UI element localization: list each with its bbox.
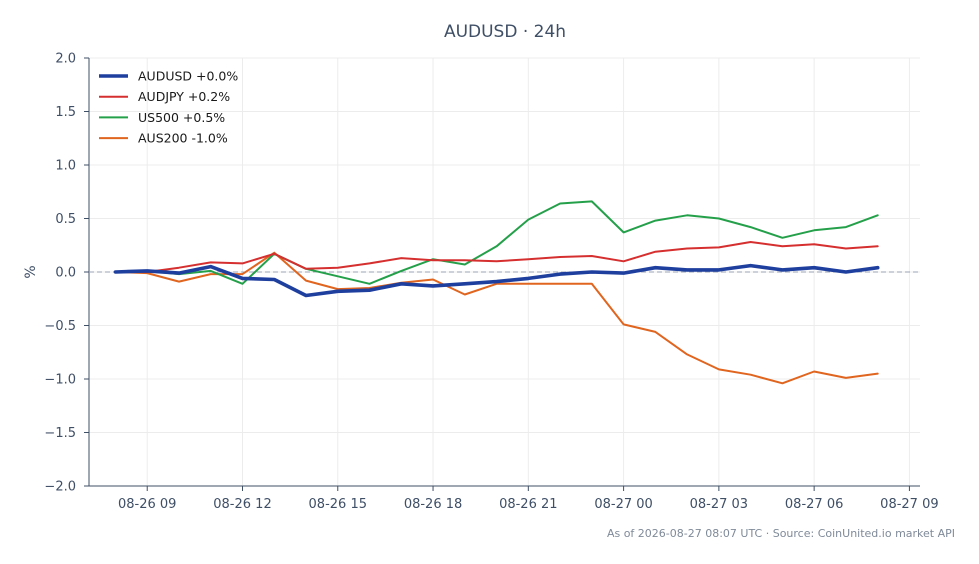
series-line	[113, 263, 880, 298]
y-tick-label: 2.0	[55, 52, 76, 67]
y-axis-ticks: −2.0 −1.5 −1.0 −0.5 0.0 0.5 1.0 1.5 2.0	[44, 52, 89, 495]
x-tick-label: 08-26 21	[499, 497, 557, 512]
x-tick-label: 08-27 09	[880, 497, 938, 512]
legend-label: AUDUSD +0.0%	[138, 69, 238, 84]
legend-label: AUDJPY +0.2%	[138, 89, 230, 104]
y-axis-label: %	[23, 265, 39, 278]
y-tick-label: −0.5	[44, 319, 76, 334]
x-tick-label: 08-27 00	[594, 497, 652, 512]
x-tick-label: 08-27 06	[785, 497, 843, 512]
x-tick-label: 08-26 12	[213, 497, 271, 512]
x-tick-label: 08-27 03	[690, 497, 748, 512]
legend: AUDUSD +0.0% AUDJPY +0.2% US500 +0.5% AUS20…	[99, 69, 238, 146]
series-line	[114, 241, 879, 273]
y-tick-label: 0.0	[55, 266, 76, 281]
y-tick-label: −1.0	[44, 373, 76, 388]
chart-title: AUDUSD · 24h	[444, 22, 566, 42]
y-tick-label: −2.0	[44, 480, 76, 495]
x-axis-ticks: 08-26 09 08-26 12 08-26 15 08-26 18 08-26 21…	[118, 486, 939, 512]
y-tick-label: −1.5	[44, 426, 76, 441]
series-line	[114, 251, 879, 385]
x-tick-label: 08-26 15	[309, 497, 367, 512]
x-tick-label: 08-26 18	[404, 497, 462, 512]
series-lines	[113, 200, 880, 385]
y-tick-label: 1.5	[55, 105, 76, 120]
series-line	[114, 200, 879, 285]
legend-label: US500 +0.5%	[138, 110, 225, 125]
x-tick-label: 08-26 09	[118, 497, 176, 512]
y-tick-label: 0.5	[55, 212, 76, 227]
y-tick-label: 1.0	[55, 159, 76, 174]
source-footer: As of 2026-08-27 08:07 UTC · Source: Coi…	[607, 527, 955, 540]
legend-label: AUS200 -1.0%	[138, 131, 228, 146]
